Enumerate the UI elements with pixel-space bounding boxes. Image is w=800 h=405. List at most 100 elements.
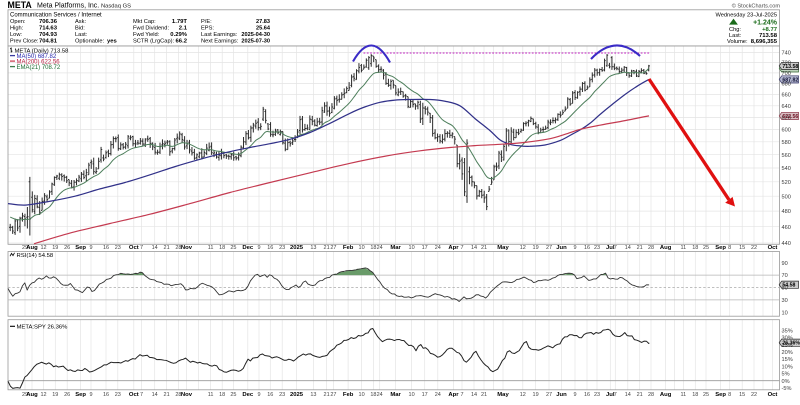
svg-text:15: 15 bbox=[739, 245, 745, 251]
svg-text:580: 580 bbox=[782, 140, 791, 146]
svg-text:Ask:: Ask: bbox=[75, 19, 86, 25]
svg-text:9: 9 bbox=[89, 392, 92, 398]
svg-text:Aug: Aug bbox=[660, 245, 672, 251]
svg-text:MA(50) 687.82: MA(50) 687.82 bbox=[17, 54, 57, 60]
svg-text:622.56: 622.56 bbox=[782, 114, 798, 120]
svg-text:2025: 2025 bbox=[290, 245, 304, 251]
svg-text:23: 23 bbox=[115, 392, 121, 398]
svg-text:500: 500 bbox=[782, 194, 791, 200]
svg-text:11: 11 bbox=[681, 392, 687, 398]
svg-text:28: 28 bbox=[648, 245, 654, 251]
svg-text:687.82: 687.82 bbox=[782, 77, 798, 83]
svg-text:713.58: 713.58 bbox=[759, 33, 778, 39]
svg-text:Open:: Open: bbox=[10, 19, 26, 25]
svg-text:Feb: Feb bbox=[343, 245, 354, 251]
svg-text:Meta Platforms, Inc.: Meta Platforms, Inc. bbox=[37, 3, 99, 10]
svg-text:713.58: 713.58 bbox=[782, 64, 798, 70]
svg-text:50: 50 bbox=[782, 286, 788, 292]
svg-text:Low:: Low: bbox=[10, 32, 22, 38]
svg-text:21: 21 bbox=[637, 392, 643, 398]
svg-text:24: 24 bbox=[435, 245, 441, 251]
svg-text:640: 640 bbox=[782, 104, 791, 110]
svg-text:2.1: 2.1 bbox=[179, 26, 188, 32]
svg-text:25.64: 25.64 bbox=[256, 26, 271, 32]
svg-text:Apr: Apr bbox=[448, 245, 459, 251]
svg-text:Nov: Nov bbox=[181, 245, 193, 251]
svg-text:19: 19 bbox=[52, 392, 58, 398]
svg-text:0.29%: 0.29% bbox=[170, 32, 187, 38]
svg-text:460: 460 bbox=[782, 225, 791, 231]
svg-text:May: May bbox=[497, 245, 509, 251]
svg-text:Oct: Oct bbox=[768, 392, 778, 398]
svg-text:22: 22 bbox=[751, 245, 757, 251]
svg-text:90: 90 bbox=[782, 261, 788, 267]
svg-text:Last Earnings:: Last Earnings: bbox=[201, 32, 238, 38]
svg-text:21: 21 bbox=[324, 245, 330, 251]
svg-text:66.2: 66.2 bbox=[176, 39, 188, 45]
svg-text:27.83: 27.83 bbox=[256, 19, 270, 25]
svg-text:10%: 10% bbox=[782, 364, 793, 370]
svg-text:Oct: Oct bbox=[129, 392, 139, 398]
svg-text:19: 19 bbox=[52, 245, 58, 251]
svg-text:META: META bbox=[8, 0, 33, 10]
svg-text:Wednesday 23-Jul-2025: Wednesday 23-Jul-2025 bbox=[715, 13, 777, 19]
svg-text:7: 7 bbox=[460, 392, 463, 398]
svg-text:660: 660 bbox=[782, 93, 791, 99]
svg-text:14: 14 bbox=[471, 245, 477, 251]
svg-text:Mkt Cap:: Mkt Cap: bbox=[133, 19, 156, 25]
svg-text:16: 16 bbox=[267, 392, 273, 398]
svg-text:16: 16 bbox=[584, 245, 590, 251]
svg-text:19: 19 bbox=[533, 245, 539, 251]
svg-text:Oct: Oct bbox=[129, 245, 139, 251]
svg-text:25%: 25% bbox=[782, 343, 793, 349]
svg-text:23: 23 bbox=[115, 245, 121, 251]
svg-text:Volume:: Volume: bbox=[727, 39, 748, 45]
svg-text:704.81: 704.81 bbox=[39, 39, 58, 45]
svg-text:Jun: Jun bbox=[556, 392, 567, 398]
svg-text:21: 21 bbox=[637, 245, 643, 251]
svg-text:23: 23 bbox=[279, 392, 285, 398]
svg-text:720: 720 bbox=[782, 61, 791, 67]
svg-text:Bid:: Bid: bbox=[75, 26, 85, 32]
svg-text:70: 70 bbox=[782, 273, 788, 279]
svg-text:13: 13 bbox=[310, 392, 316, 398]
svg-text:24: 24 bbox=[377, 392, 383, 398]
svg-text:Nov: Nov bbox=[181, 392, 193, 398]
svg-text:0%: 0% bbox=[782, 379, 790, 385]
svg-text:11: 11 bbox=[208, 392, 214, 398]
svg-text:440: 440 bbox=[782, 241, 791, 247]
svg-text:META (Daily) 713.58: META (Daily) 713.58 bbox=[15, 48, 70, 54]
svg-text:Mar: Mar bbox=[390, 245, 401, 251]
svg-text:Jun: Jun bbox=[556, 245, 567, 251]
svg-text:16: 16 bbox=[267, 245, 273, 251]
svg-text:14: 14 bbox=[152, 392, 158, 398]
svg-text:54.58: 54.58 bbox=[782, 283, 795, 289]
svg-text:15%: 15% bbox=[782, 357, 793, 363]
svg-text:21: 21 bbox=[164, 392, 170, 398]
svg-text:Chg:: Chg: bbox=[729, 27, 741, 33]
svg-text:META:SPY 26.36%: META:SPY 26.36% bbox=[17, 325, 69, 331]
svg-text:10: 10 bbox=[359, 392, 365, 398]
svg-text:Prev Close:: Prev Close: bbox=[10, 39, 39, 45]
svg-text:12: 12 bbox=[40, 392, 46, 398]
svg-text:16: 16 bbox=[103, 392, 109, 398]
svg-text:9: 9 bbox=[89, 245, 92, 251]
svg-text:26: 26 bbox=[64, 392, 70, 398]
svg-text:35%: 35% bbox=[782, 328, 793, 334]
svg-text:12: 12 bbox=[520, 392, 526, 398]
svg-text:Jul: Jul bbox=[606, 392, 615, 398]
svg-text:704.93: 704.93 bbox=[39, 32, 58, 38]
svg-text:30%: 30% bbox=[782, 336, 793, 342]
svg-text:2025-07-30: 2025-07-30 bbox=[241, 39, 270, 45]
svg-text:8: 8 bbox=[728, 392, 731, 398]
svg-text:700: 700 bbox=[782, 71, 791, 77]
svg-text:28: 28 bbox=[175, 245, 181, 251]
svg-text:21: 21 bbox=[481, 392, 487, 398]
svg-text:5%: 5% bbox=[782, 372, 790, 378]
svg-text:620: 620 bbox=[782, 116, 791, 122]
svg-text:11: 11 bbox=[208, 245, 214, 251]
svg-text:8,696,355: 8,696,355 bbox=[751, 39, 778, 45]
svg-text:21: 21 bbox=[324, 392, 330, 398]
svg-text:18: 18 bbox=[692, 245, 698, 251]
svg-text:9: 9 bbox=[573, 245, 576, 251]
